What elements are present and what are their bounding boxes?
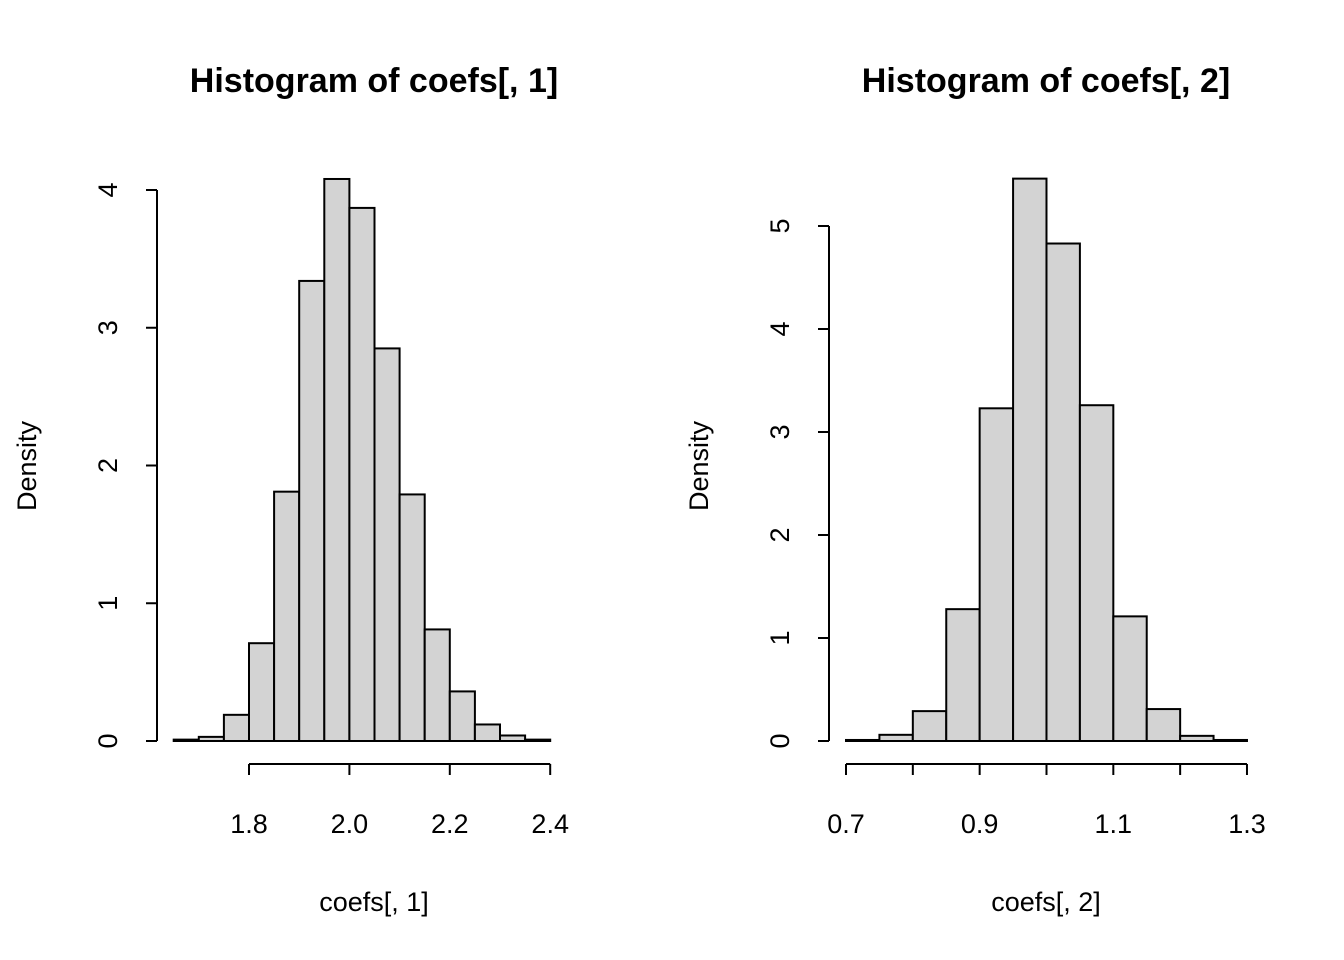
y-tick-label: 5 (765, 218, 795, 233)
histogram-bar (398, 493, 426, 742)
histogram-bar (1112, 615, 1148, 742)
histogram-panel-2: Histogram of coefs[, 2] coefs[, 2] Densi… (684, 62, 1266, 917)
y-tick-label: 2 (765, 527, 795, 542)
histogram-bar (1179, 734, 1215, 742)
chart-title-1: Histogram of coefs[, 1] (190, 62, 558, 100)
x-tick-label: 2.0 (331, 809, 369, 839)
y-tick-label: 3 (765, 424, 795, 439)
x-axis-1: 1.8 2.0 2.2 2.4 (230, 763, 569, 839)
y-tick-label: 4 (765, 321, 795, 336)
bars-1 (172, 177, 552, 743)
histogram-bar (1145, 708, 1182, 743)
y-tick-label: 1 (93, 596, 123, 611)
histogram-bar (448, 690, 476, 742)
y-tick-label: 1 (765, 630, 795, 645)
y-axis-label-1: Density (12, 420, 42, 511)
x-tick-label: 0.7 (827, 809, 865, 839)
histogram-bar (323, 177, 351, 743)
histogram-bar (172, 738, 200, 742)
y-axis-label-2: Density (684, 420, 714, 511)
histogram-bar (1012, 177, 1048, 742)
y-tick-label: 0 (765, 733, 795, 748)
histogram-bar (197, 735, 225, 742)
bars-2 (845, 177, 1248, 743)
histogram-bar (911, 710, 948, 743)
x-tick-label: 2.4 (531, 809, 569, 839)
histogram-bar (1212, 738, 1248, 742)
histogram-bar (499, 734, 527, 742)
histogram-bar (298, 279, 326, 742)
histogram-bar (348, 206, 376, 743)
x-axis-label-1: coefs[, 1] (319, 887, 429, 917)
x-tick-label: 0.9 (961, 809, 999, 839)
y-axis-1: 0 1 2 3 4 (93, 182, 158, 749)
histogram-bar (373, 347, 401, 742)
y-tick-label: 3 (93, 320, 123, 335)
x-axis-label-2: coefs[, 2] (991, 887, 1101, 917)
histogram-bar (273, 490, 301, 743)
histogram-bar (248, 642, 276, 743)
histogram-bar (423, 628, 451, 742)
y-tick-label: 2 (93, 458, 123, 473)
y-axis-2: 0 1 2 3 4 5 (765, 218, 830, 749)
x-axis-2: 0.7 0.9 1.1 1.3 (827, 763, 1266, 839)
histogram-bar (978, 407, 1015, 742)
histogram-bar (222, 713, 250, 743)
x-tick-label: 1.1 (1095, 809, 1133, 839)
chart-title-2: Histogram of coefs[, 2] (862, 62, 1230, 100)
histogram-bar (845, 738, 881, 742)
histogram-panel-1: Histogram of coefs[, 1] coefs[, 1] Densi… (12, 62, 569, 917)
x-tick-label: 2.2 (431, 809, 469, 839)
histogram-bar (473, 723, 501, 742)
x-tick-label: 1.3 (1228, 809, 1266, 839)
histogram-bar (878, 733, 914, 743)
y-tick-label: 0 (93, 733, 123, 748)
histogram-bar (1078, 404, 1115, 742)
y-tick-label: 4 (93, 182, 123, 197)
histogram-bar (1045, 242, 1081, 742)
x-tick-label: 1.8 (230, 809, 268, 839)
histogram-bar (524, 738, 552, 742)
histogram-bar (945, 608, 981, 742)
